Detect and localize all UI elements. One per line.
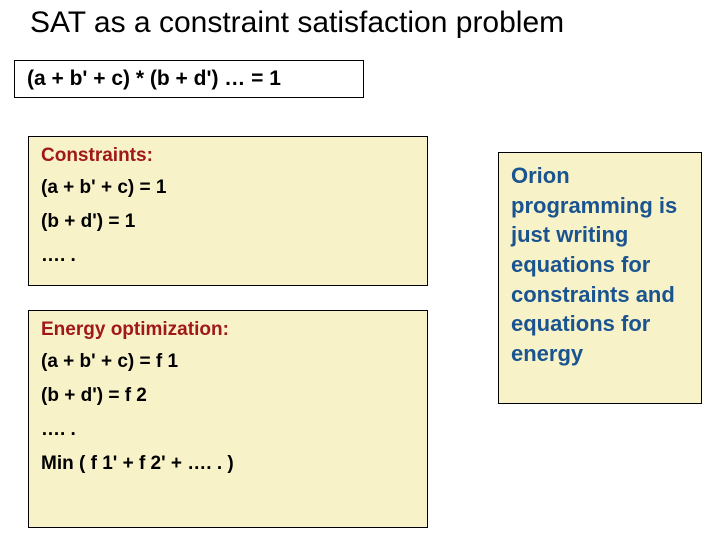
orion-text: Orion programming is just writing equati… [511,161,689,369]
energy-min: Min ( f 1' + f 2' + …. . ) [41,453,415,475]
energy-box: Energy optimization: (a + b' + c) = f 1 … [28,310,428,528]
energy-ellipsis: …. . [41,419,415,441]
constraint-eq1: (a + b' + c) = 1 [41,177,415,199]
constraints-box: Constraints: (a + b' + c) = 1 (b + d') =… [28,136,428,286]
page-title: SAT as a constraint satisfaction problem [30,6,690,40]
constraints-header: Constraints: [41,145,415,167]
energy-header: Energy optimization: [41,319,415,341]
energy-eq1: (a + b' + c) = f 1 [41,351,415,373]
constraint-eq2: (b + d') = 1 [41,211,415,233]
constraint-ellipsis: …. . [41,245,415,267]
formula-box: (a + b' + c) * (b + d') … = 1 [14,60,364,98]
formula-text: (a + b' + c) * (b + d') … = 1 [27,67,281,91]
orion-box: Orion programming is just writing equati… [498,152,702,404]
energy-eq2: (b + d') = f 2 [41,385,415,407]
